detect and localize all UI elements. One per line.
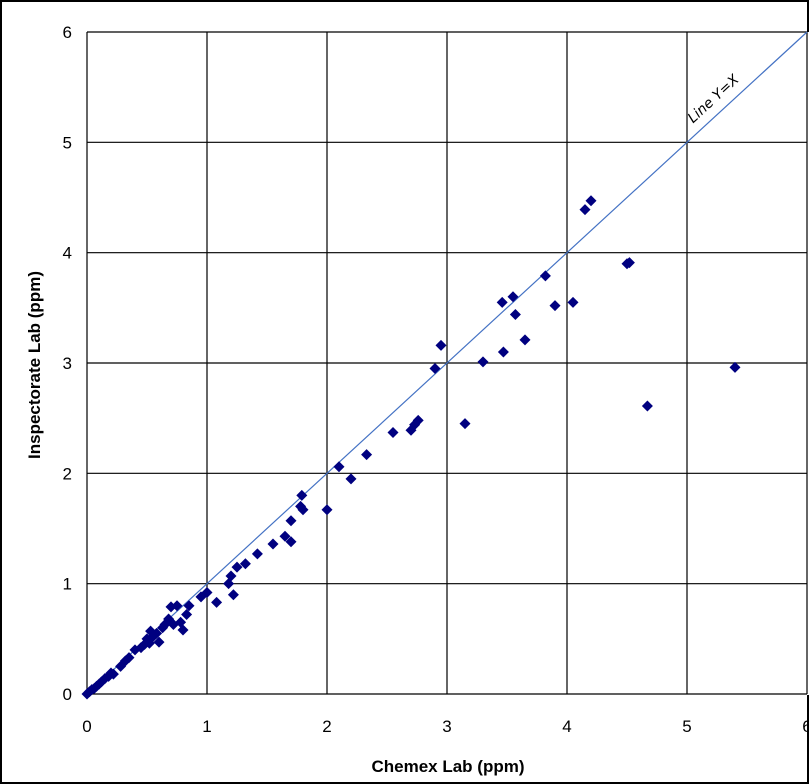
data-point-35 [211,596,223,608]
data-point-74 [729,361,741,373]
y-axis-title: Inspectorate Lab (ppm) [25,271,44,459]
y-tick-label-5: 5 [63,133,72,152]
x-tick-label-2: 2 [322,717,331,736]
data-point-42 [267,538,279,550]
data-point-53 [387,427,399,439]
y-tick-label-6: 6 [63,23,72,42]
y-tick-label-3: 3 [63,354,72,373]
data-point-68 [567,296,579,308]
data-point-37 [225,570,237,582]
x-tick-label-6: 6 [802,717,809,736]
data-point-57 [429,363,441,375]
data-point-44 [285,536,297,548]
line-y-equals-x [86,31,808,695]
data-point-32 [183,600,195,612]
data-point-60 [477,356,489,368]
data-point-45 [285,515,297,527]
data-points [81,195,741,700]
data-point-51 [345,473,357,485]
data-point-30 [177,624,189,636]
data-point-61 [496,296,508,308]
data-point-65 [519,334,531,346]
x-tick-label-5: 5 [682,717,691,736]
y-tick-labels: 0 1 2 3 4 5 6 [63,23,72,704]
data-point-22 [153,636,165,648]
data-point-59 [459,418,471,430]
data-point-66 [539,270,551,282]
data-point-73 [641,400,653,412]
data-point-63 [507,291,519,303]
data-point-43 [279,530,291,542]
x-tick-labels: 0 1 2 3 4 5 6 [82,717,809,736]
data-point-48 [297,504,309,516]
data-point-72 [623,257,635,269]
y-tick-label-4: 4 [63,244,72,263]
x-tick-label-0: 0 [82,717,91,736]
data-point-21 [151,627,163,639]
data-point-50 [333,461,345,473]
y-tick-label-1: 1 [63,575,72,594]
data-point-13 [123,652,135,664]
data-point-58 [435,339,447,351]
data-point-56 [412,414,424,426]
data-point-39 [231,561,243,573]
data-point-62 [497,346,509,358]
data-point-64 [509,308,521,320]
data-point-38 [227,589,239,601]
data-point-28 [171,600,183,612]
x-tick-label-4: 4 [562,717,571,736]
data-point-52 [361,449,373,461]
data-point-10 [107,668,119,680]
data-point-41 [251,548,263,560]
data-point-40 [239,558,251,570]
x-axis-title: Chemex Lab (ppm) [371,757,524,776]
data-point-49 [321,504,333,516]
y-tick-label-0: 0 [63,685,72,704]
x-tick-label-1: 1 [202,717,211,736]
data-point-34 [201,586,213,598]
data-point-47 [296,489,308,501]
data-point-70 [585,195,597,207]
x-tick-label-3: 3 [442,717,451,736]
data-point-31 [181,609,193,621]
data-point-69 [579,204,591,216]
data-point-67 [549,300,561,312]
y-tick-label-2: 2 [63,464,72,483]
